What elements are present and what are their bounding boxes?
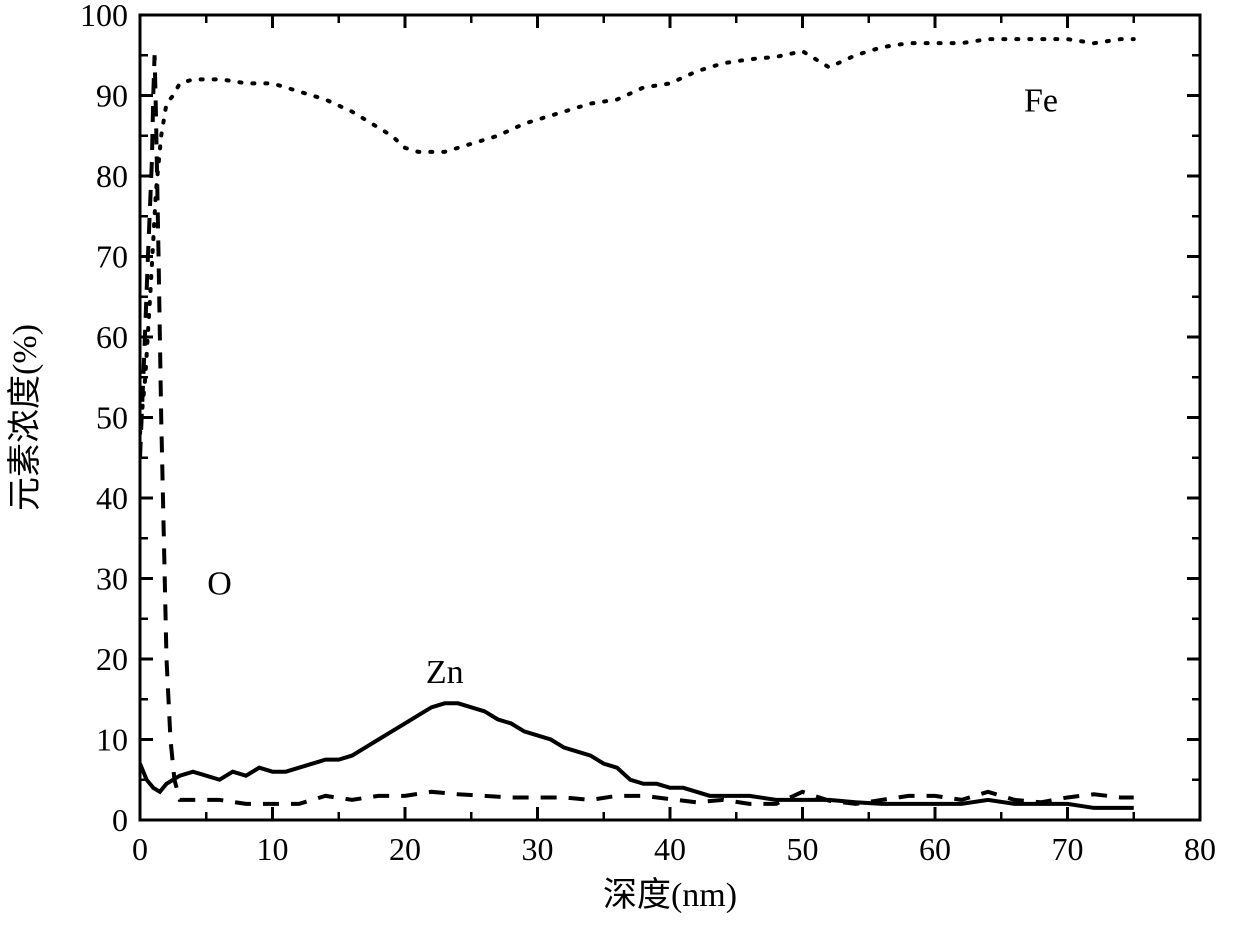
x-tick-label: 50 <box>787 831 819 867</box>
y-axis-label: 元素浓度(%) <box>6 324 44 511</box>
x-tick-label: 80 <box>1184 831 1216 867</box>
depth-concentration-chart: 0 10 20 30 40 50 60 70 80 深度(nm) 0 10 20 30 40 50 60 70 80… <box>0 0 1240 925</box>
x-tick-label: 70 <box>1052 831 1084 867</box>
series-fe <box>140 39 1134 433</box>
y-tick-label: 20 <box>96 641 128 677</box>
y-tick-label: 90 <box>96 78 128 114</box>
y-tick-label: 60 <box>96 319 128 355</box>
series-label-o: O <box>207 566 232 603</box>
x-tick-label: 60 <box>919 831 951 867</box>
plot-frame <box>140 15 1200 820</box>
y-tick-label: 10 <box>96 722 128 758</box>
series-label-zn: Zn <box>426 654 464 691</box>
x-tick-label: 30 <box>522 831 554 867</box>
y-tick-label: 70 <box>96 239 128 275</box>
y-tick-label: 50 <box>96 400 128 436</box>
x-tick-label: 40 <box>654 831 686 867</box>
x-tick-label: 10 <box>257 831 289 867</box>
y-tick-label: 40 <box>96 480 128 516</box>
series-o <box>140 55 1134 804</box>
y-tick-label: 30 <box>96 561 128 597</box>
x-tick-label: 20 <box>389 831 421 867</box>
x-tick-label: 0 <box>132 831 148 867</box>
y-tick-label: 80 <box>96 158 128 194</box>
y-tick-label: 0 <box>112 802 128 838</box>
x-axis-label: 深度(nm) <box>603 876 737 914</box>
series-label-fe: Fe <box>1024 83 1058 120</box>
y-tick-label: 100 <box>80 0 128 33</box>
